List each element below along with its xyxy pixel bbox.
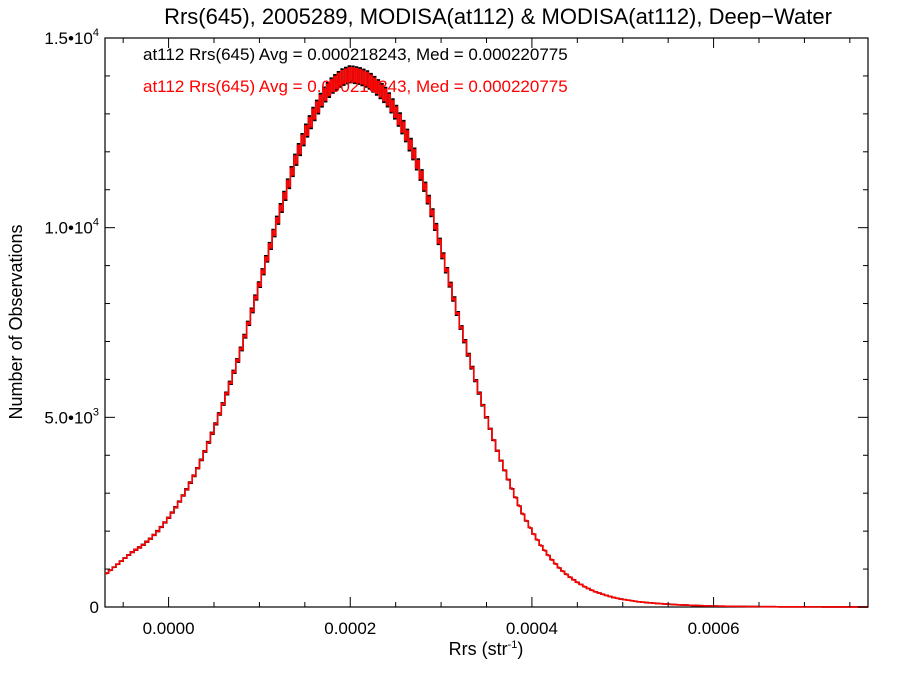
y-tick-label: 5.0•103 (44, 406, 99, 427)
y-axis-label: Number of Observations (6, 224, 26, 419)
y-tick-label: 1.0•104 (44, 217, 99, 238)
y-tick-label: 0 (90, 598, 99, 617)
x-axis-label-main: Rrs (str (449, 639, 508, 659)
y-tick-exponent: 3 (93, 406, 99, 418)
x-tick-label: 0.0006 (688, 619, 740, 638)
y-tick-label: 1.5•104 (44, 27, 99, 48)
y-tick-mantissa: 1.0•10 (44, 219, 93, 238)
histogram-series-black (105, 65, 868, 608)
y-tick-mantissa: 0 (90, 598, 99, 617)
x-axis-label: Rrs (str-1) (449, 639, 524, 659)
plot-area (104, 37, 869, 608)
y-tick-mantissa: 1.5•10 (44, 29, 93, 48)
y-tick-exponent: 4 (93, 217, 99, 229)
y-tick-mantissa: 5.0•10 (44, 408, 93, 427)
x-tick-label: 0.0000 (143, 619, 195, 638)
x-axis-label-superscript: -1 (508, 639, 518, 651)
series-layer (105, 65, 868, 608)
x-tick-label: 0.0004 (506, 619, 558, 638)
x-axis-ticks: 0.0000 0.0002 0.0004 0.0006 (122, 38, 851, 638)
y-tick-exponent: 4 (93, 27, 99, 39)
plot-frame (104, 37, 869, 608)
chart-title: Rrs(645), 2005289, MODISA(at112) & MODIS… (164, 4, 832, 29)
x-tick-label: 0.0002 (324, 619, 376, 638)
annotation-black: at112 Rrs(645) Avg = 0.000218243, Med = … (143, 45, 568, 64)
histogram-series-red (105, 66, 868, 608)
x-axis-label-end: ) (517, 639, 523, 659)
annotation-red: at112 Rrs(645) Avg = 0.000218243, Med = … (143, 77, 568, 96)
